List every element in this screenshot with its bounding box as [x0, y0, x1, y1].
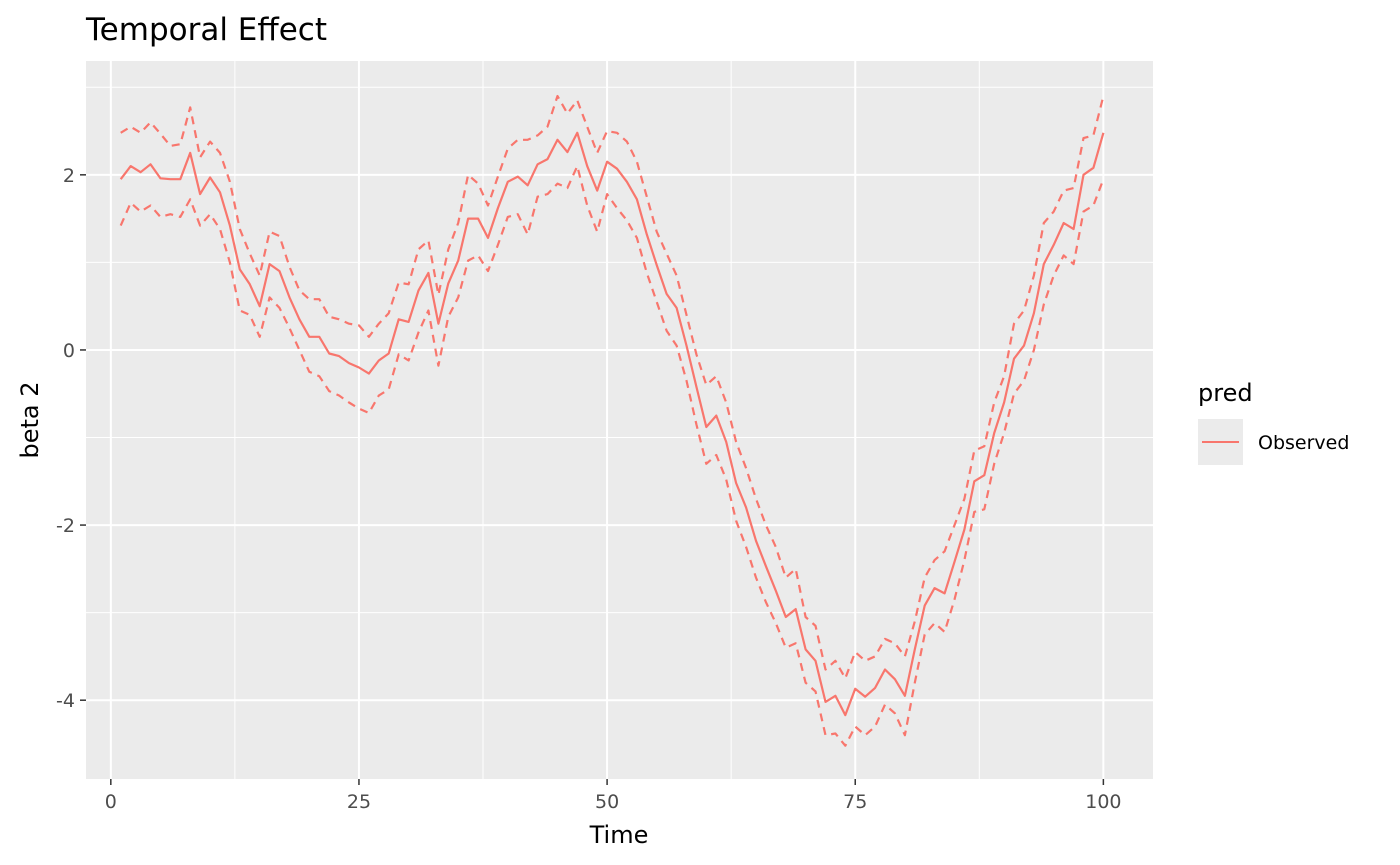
- chart-title: Temporal Effect: [85, 12, 327, 48]
- y-tick-label: 0: [63, 340, 75, 362]
- x-axis-title: Time: [589, 821, 649, 849]
- x-tick-label: 100: [1085, 791, 1121, 813]
- lower-bound-line: [119, 165, 1105, 747]
- legend: pred Observed: [1198, 379, 1349, 465]
- x-tick-label: 50: [595, 791, 619, 813]
- y-tick-label: -4: [56, 690, 75, 712]
- y-axis-title: beta 2: [16, 381, 44, 458]
- plot-panel: [86, 61, 1153, 779]
- upper-bound-line: [120, 94, 1105, 680]
- x-tick-label: 0: [105, 791, 117, 813]
- legend-title: pred: [1198, 379, 1253, 407]
- observed-line: [119, 131, 1105, 717]
- legend-label-observed: Observed: [1258, 432, 1349, 454]
- y-tick-label: -2: [56, 515, 75, 537]
- y-axis: -4 -2 0 2: [56, 165, 86, 712]
- x-axis: 0 25 50 75 100: [105, 779, 1122, 813]
- x-tick-label: 25: [347, 791, 371, 813]
- panel-background: [86, 61, 1153, 779]
- x-tick-label: 75: [843, 791, 867, 813]
- y-tick-label: 2: [63, 165, 75, 187]
